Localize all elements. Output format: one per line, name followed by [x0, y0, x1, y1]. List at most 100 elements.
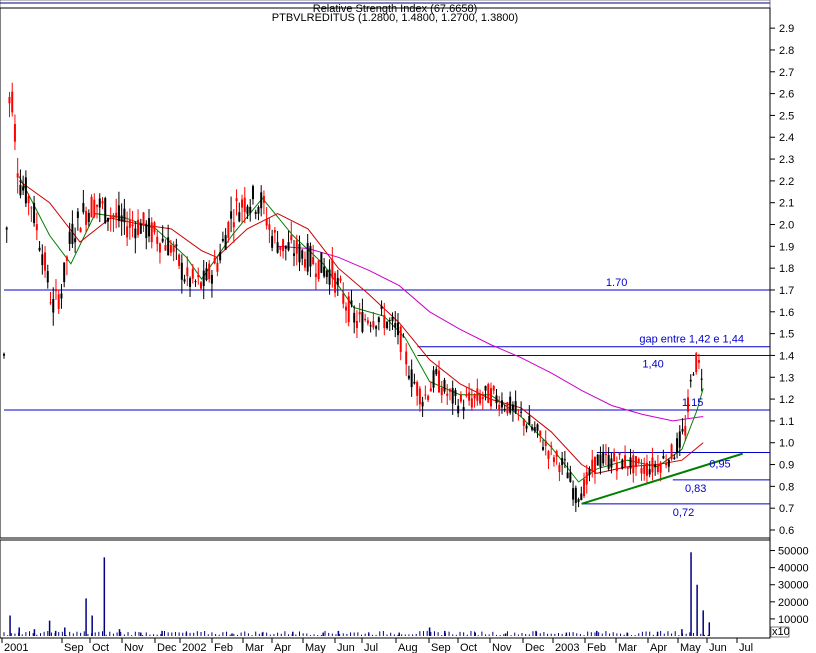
price-bar-body: [134, 228, 137, 239]
y-tick-label: 2.0: [779, 220, 794, 232]
volume-tick-label: 10000: [778, 614, 809, 626]
price-bar-body: [487, 384, 490, 403]
price-bar-body: [306, 243, 309, 272]
price-bar-body: [117, 205, 120, 221]
price-bar-body: [268, 224, 271, 230]
price-bar-body: [317, 260, 320, 280]
price-bar-body: [145, 223, 148, 239]
price-bar-body: [613, 452, 616, 462]
y-tick-label: 2.5: [779, 110, 794, 122]
price-bar-body: [46, 271, 49, 283]
price-bar-body: [35, 224, 38, 231]
level-label: gap entre 1,42 e 1,44: [639, 334, 744, 346]
price-bar-body: [68, 231, 71, 245]
price-bar-body: [24, 177, 27, 204]
volume-panel: [0, 539, 771, 639]
price-bar-body: [33, 203, 36, 224]
price-bar-body: [665, 463, 668, 466]
price-bar-body: [334, 273, 337, 293]
x-tick-label: Nov: [492, 642, 512, 653]
price-bar-body: [52, 298, 55, 313]
price-bar-body: [563, 459, 566, 461]
price-bar-body: [320, 252, 323, 273]
price-bar-body: [380, 305, 383, 309]
price-bar-body: [213, 257, 216, 264]
price-bar-body: [465, 395, 468, 397]
price-bar-body: [457, 405, 460, 414]
x-tick-label: Mar: [618, 642, 637, 653]
price-bar-body: [156, 236, 159, 244]
volume-tick-label: 40000: [778, 563, 809, 575]
price-bar-body: [490, 388, 493, 407]
price-bar-body: [509, 396, 512, 413]
price-bar-body: [531, 426, 534, 430]
price-bar-body: [27, 196, 30, 204]
price-bar-body: [689, 379, 692, 382]
x-tick-label: Nov: [124, 642, 144, 653]
price-bar-body: [424, 394, 427, 396]
y-tick-label: 1.1: [779, 416, 794, 428]
price-bar-body: [238, 212, 241, 222]
price-bar-body: [528, 415, 531, 425]
price-bar-body: [71, 223, 74, 245]
price-bar-body: [662, 456, 665, 459]
y-tick-label: 1.0: [779, 438, 794, 450]
y-tick-label: 2.1: [779, 198, 794, 210]
price-bar-body: [684, 426, 687, 436]
y-tick-label: 0.8: [779, 481, 794, 493]
price-bar-body: [199, 282, 202, 289]
price-bar-body: [221, 238, 224, 242]
price-bar-body: [629, 457, 632, 469]
price-bar-body: [700, 378, 703, 380]
price-bar-body: [681, 428, 684, 432]
price-bar-body: [566, 472, 569, 479]
price-bar-body: [219, 252, 222, 261]
volume-multiplier-label: x10: [772, 626, 790, 638]
y-tick-label: 1.6: [779, 307, 794, 319]
price-bar-body: [230, 211, 233, 219]
price-bar-body: [558, 465, 561, 473]
x-tick-label: 2001: [4, 642, 28, 653]
price-bar-body: [276, 242, 279, 253]
price-bar-body: [331, 259, 334, 279]
x-tick-label: Dec: [525, 642, 545, 653]
price-bar-body: [572, 488, 575, 500]
y-tick-label: 2.2: [779, 176, 794, 188]
price-bar-body: [150, 222, 153, 243]
price-bar-body: [626, 466, 629, 469]
y-tick-label: 2.6: [779, 89, 794, 101]
support-trendline: [581, 452, 744, 505]
x-tick-label: 2002: [182, 642, 206, 653]
price-bar-body: [205, 268, 208, 281]
price-bar-body: [372, 321, 375, 328]
y-tick-label: 0.6: [779, 525, 794, 537]
volume-tick-label: 50000: [778, 546, 809, 558]
price-bar-body: [235, 198, 238, 202]
price-bar-body: [495, 395, 498, 404]
price-bar-body: [476, 388, 479, 401]
price-bar-body: [396, 322, 399, 336]
price-bar-body: [161, 238, 164, 242]
price-bar-body: [224, 235, 227, 250]
x-tick-label: Aug: [398, 642, 418, 653]
price-bar-body: [440, 387, 443, 396]
price-bar-body: [295, 240, 298, 254]
moving-average-line: [277, 245, 704, 422]
chart-title: PTBVLREDITUS (1.2800, 1.4800, 1.2700, 1.…: [272, 12, 518, 24]
price-bar-body: [459, 394, 462, 402]
price-bar-body: [158, 243, 161, 253]
price-bar-body: [254, 211, 257, 214]
price-bar-body: [202, 270, 205, 287]
price-bar-body: [588, 468, 591, 476]
chart-subtitle: Relative Strength Index (67.6658): [313, 3, 478, 15]
price-bar-body: [635, 456, 638, 467]
axis-area: [770, 8, 816, 638]
volume-tick-label: 30000: [778, 580, 809, 592]
price-bar-body: [498, 404, 501, 411]
x-tick-label: Dec: [157, 642, 177, 653]
price-bar-body: [186, 267, 189, 277]
price-bar-body: [290, 235, 293, 241]
price-bar-body: [148, 218, 151, 237]
price-bar-body: [421, 401, 424, 407]
